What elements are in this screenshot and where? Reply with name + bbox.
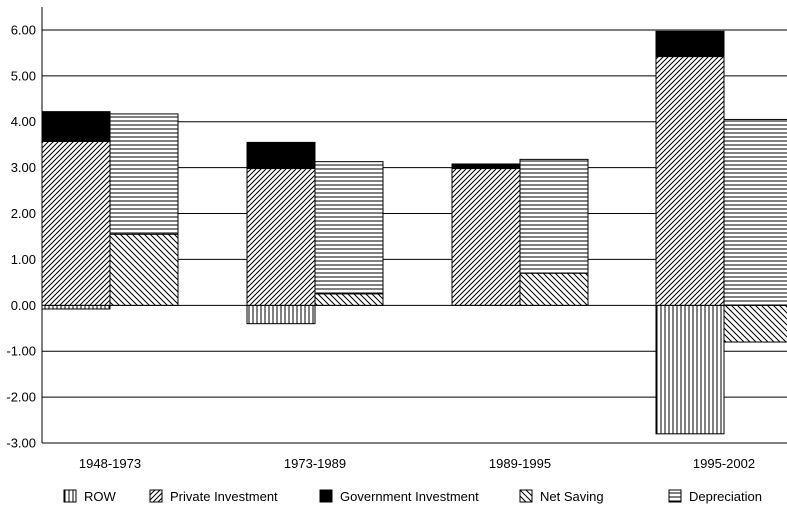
legend-swatch-private-investment [149, 489, 163, 503]
legend-label-net-saving: Net Saving [540, 489, 604, 504]
y-tick-label: -3.00 [6, 436, 36, 451]
y-tick-label: 1.00 [11, 252, 36, 267]
legend-label-depreciation: Depreciation [689, 489, 762, 504]
legend-label-government-investment: Government Investment [340, 489, 479, 504]
bars [41, 30, 787, 435]
legend-swatch-depreciation [668, 489, 682, 503]
bar-net-saving-1989-1995 [519, 272, 589, 306]
bar-row-1973-1989 [246, 304, 316, 325]
y-tick-label: 4.00 [11, 114, 36, 129]
bar-depreciation-1989-1995 [519, 158, 589, 274]
bar-private-investment-1948-1973 [41, 140, 111, 306]
bar-depreciation-1973-1989 [314, 161, 384, 295]
y-tick-label: 2.00 [11, 206, 36, 221]
x-category-label: 1973-1989 [284, 456, 346, 471]
bar-net-saving-1973-1989 [314, 293, 384, 306]
bar-government-investment-1989-1995 [451, 163, 521, 170]
bar-government-investment-1948-1973 [41, 111, 111, 142]
legend: ROW Private Investment Government Investme… [63, 489, 762, 504]
bar-row-1995-2002 [655, 304, 725, 435]
x-category-label: 1989-1995 [489, 456, 551, 471]
category-labels: 1948-1973 1973-1989 1989-1995 1995-2002 [79, 456, 755, 471]
y-axis-ticks: -3.00 -2.00 -1.00 0.00 1.00 2.00 3.00 4.00 5.00 6… [6, 22, 36, 450]
bar-private-investment-1973-1989 [246, 168, 316, 306]
legend-swatch-row [63, 489, 77, 503]
bar-net-saving-1948-1973 [109, 233, 179, 306]
legend-label-private-investment: Private Investment [170, 489, 278, 504]
bar-government-investment-1995-2002 [655, 30, 725, 58]
bar-private-investment-1995-2002 [655, 56, 725, 306]
x-category-label: 1995-2002 [693, 456, 755, 471]
legend-swatch-net-saving [519, 489, 533, 503]
bar-row-1948-1973 [41, 304, 111, 310]
legend-swatch-government-investment [319, 489, 333, 503]
bar-depreciation-1995-2002 [723, 118, 787, 306]
x-category-label: 1948-1973 [79, 456, 141, 471]
bar-government-investment-1973-1989 [246, 141, 316, 170]
y-tick-label: -1.00 [6, 344, 36, 359]
y-tick-label: 5.00 [11, 68, 36, 83]
bar-net-saving-1995-2002 [723, 304, 787, 343]
bar-private-investment-1989-1995 [451, 168, 521, 306]
y-tick-label: 6.00 [11, 22, 36, 37]
y-tick-label: 3.00 [11, 160, 36, 175]
y-tick-label: -2.00 [6, 390, 36, 405]
bar-depreciation-1948-1973 [109, 113, 179, 235]
legend-label-row: ROW [84, 489, 117, 504]
y-tick-label: 0.00 [11, 298, 36, 313]
